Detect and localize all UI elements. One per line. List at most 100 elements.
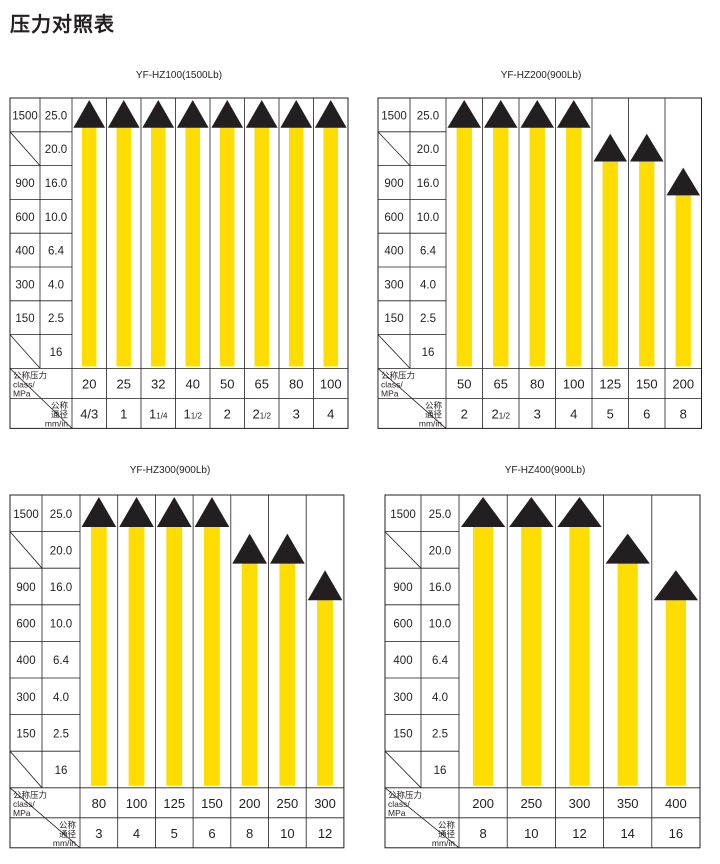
class-label: 900: [393, 582, 412, 594]
pressure-header: MPa: [13, 808, 31, 818]
nominal-size-inch: 6: [643, 406, 650, 421]
nominal-size-mm: 50: [220, 376, 234, 391]
arrow-head: [307, 570, 343, 601]
mpa-label: 10.0: [50, 619, 72, 631]
diagonal-line: [9, 368, 73, 429]
arrow-head: [194, 497, 230, 528]
mpa-label: 25.0: [429, 509, 451, 521]
class-label: 150: [393, 728, 412, 740]
arrow-head: [142, 100, 175, 128]
nominal-size-inch: 4/3: [80, 406, 98, 421]
pressure-bar: [90, 526, 107, 786]
pressure-bar: [521, 526, 542, 786]
nominal-size-inch: 8: [479, 826, 486, 841]
arrow-head: [557, 497, 602, 528]
table-title: YF-HZ100(1500Lb): [135, 70, 223, 81]
nominal-size-inch: 16: [669, 826, 683, 841]
class-label: 600: [393, 619, 412, 631]
nominal-size-mm: 100: [320, 376, 342, 391]
pressure-bar: [204, 526, 220, 786]
pressure-header: MPa: [388, 808, 406, 818]
table-title: YF-HZ200(900Lb): [500, 70, 582, 81]
size-header: 公称: [51, 400, 69, 410]
size-header: mm/in: [419, 418, 442, 428]
class-label: 400: [393, 655, 412, 667]
arrow-head: [314, 100, 347, 128]
nominal-size-mm: 25: [117, 376, 131, 391]
mpa-label: 4.0: [53, 692, 69, 704]
mpa-label: 10.0: [417, 212, 439, 224]
nominal-size-inch: 6: [208, 826, 215, 841]
class-label: 900: [384, 178, 403, 190]
pressure-header: 公称压力: [388, 790, 422, 800]
arrow-head: [520, 100, 555, 128]
nominal-size-mm: 100: [126, 796, 148, 811]
arrow-head: [593, 133, 628, 162]
nominal-size-inch: 12: [572, 826, 586, 841]
nominal-size-mm: 200: [472, 796, 494, 811]
mpa-label: 16.0: [50, 582, 72, 594]
page-title: 压力对照表: [10, 12, 115, 36]
mpa-label: 2.5: [48, 313, 64, 325]
class-label: 600: [16, 619, 35, 631]
nominal-size-mm: 40: [186, 376, 200, 391]
mpa-label: 16.0: [417, 178, 439, 190]
nominal-size-inch: 21/2: [253, 406, 272, 421]
pressure-header: class/: [13, 799, 35, 809]
mpa-label: 16: [422, 347, 435, 359]
nominal-size-mm: 150: [201, 796, 223, 811]
nominal-size-mm: 125: [599, 376, 621, 391]
diagonal-line: [9, 334, 41, 369]
pressure-bar: [566, 126, 582, 367]
nominal-size-inch: 2: [461, 406, 468, 421]
arrow-head: [666, 167, 701, 196]
arrow-head: [176, 100, 209, 128]
class-label: 150: [384, 313, 403, 325]
pressure-bar: [569, 526, 590, 786]
nominal-size-inch: 11/4: [149, 406, 168, 421]
pressure-header: 公称压力: [381, 370, 415, 380]
nominal-size-mm: 250: [276, 796, 298, 811]
mpa-label: 20.0: [50, 545, 72, 557]
nominal-size-inch: 4: [570, 406, 577, 421]
pressure-table-yf-hz200: 1500 900 600 400 300 150 25.0 20.0 16.0 10.0 6.4 4.…: [377, 97, 702, 429]
nominal-size-inch: 11/2: [184, 406, 203, 421]
class-label: 300: [384, 279, 403, 291]
nominal-size-mm: 80: [289, 376, 303, 391]
nominal-size-mm: 80: [92, 796, 106, 811]
nominal-size-mm: 200: [239, 796, 261, 811]
table-border: [377, 97, 702, 429]
nominal-size-mm: 250: [520, 796, 542, 811]
nominal-size-mm: 100: [563, 376, 585, 391]
pressure-table-yf-hz300: 1500 900 600 400 300 150 25.0 20.0 16.0 10.0 6.4 4.…: [9, 494, 345, 849]
diagonal-line: [384, 787, 460, 849]
pressure-header: class/: [381, 379, 403, 389]
arrow-head: [81, 497, 117, 528]
mpa-label: 6.4: [420, 246, 437, 258]
mpa-label: 2.5: [432, 728, 448, 740]
mpa-label: 6.4: [432, 655, 449, 667]
pressure-header: 公称压力: [13, 370, 47, 380]
size-header: mm/in: [53, 838, 76, 848]
class-label: 400: [16, 655, 35, 667]
pressure-header: 公称压力: [13, 790, 47, 800]
class-label: 1500: [12, 110, 38, 122]
table-border: [9, 97, 349, 429]
class-label: 150: [16, 728, 35, 740]
pressure-bar: [151, 126, 166, 367]
class-label: 600: [384, 212, 403, 224]
nominal-size-mm: 350: [617, 796, 639, 811]
size-header: mm/in: [432, 838, 455, 848]
pressure-bar: [116, 126, 131, 367]
mpa-label: 4.0: [432, 692, 448, 704]
mpa-label: 16.0: [429, 582, 451, 594]
pressure-bar: [220, 126, 235, 367]
mpa-label: 2.5: [53, 728, 69, 740]
pressure-bar: [128, 526, 145, 786]
arrow-head: [653, 570, 699, 601]
mpa-label: 10.0: [45, 212, 67, 224]
nominal-size-mm: 300: [314, 796, 336, 811]
nominal-size-mm: 20: [82, 376, 96, 391]
mpa-label: 20.0: [417, 144, 439, 156]
arrow-head: [119, 497, 154, 528]
